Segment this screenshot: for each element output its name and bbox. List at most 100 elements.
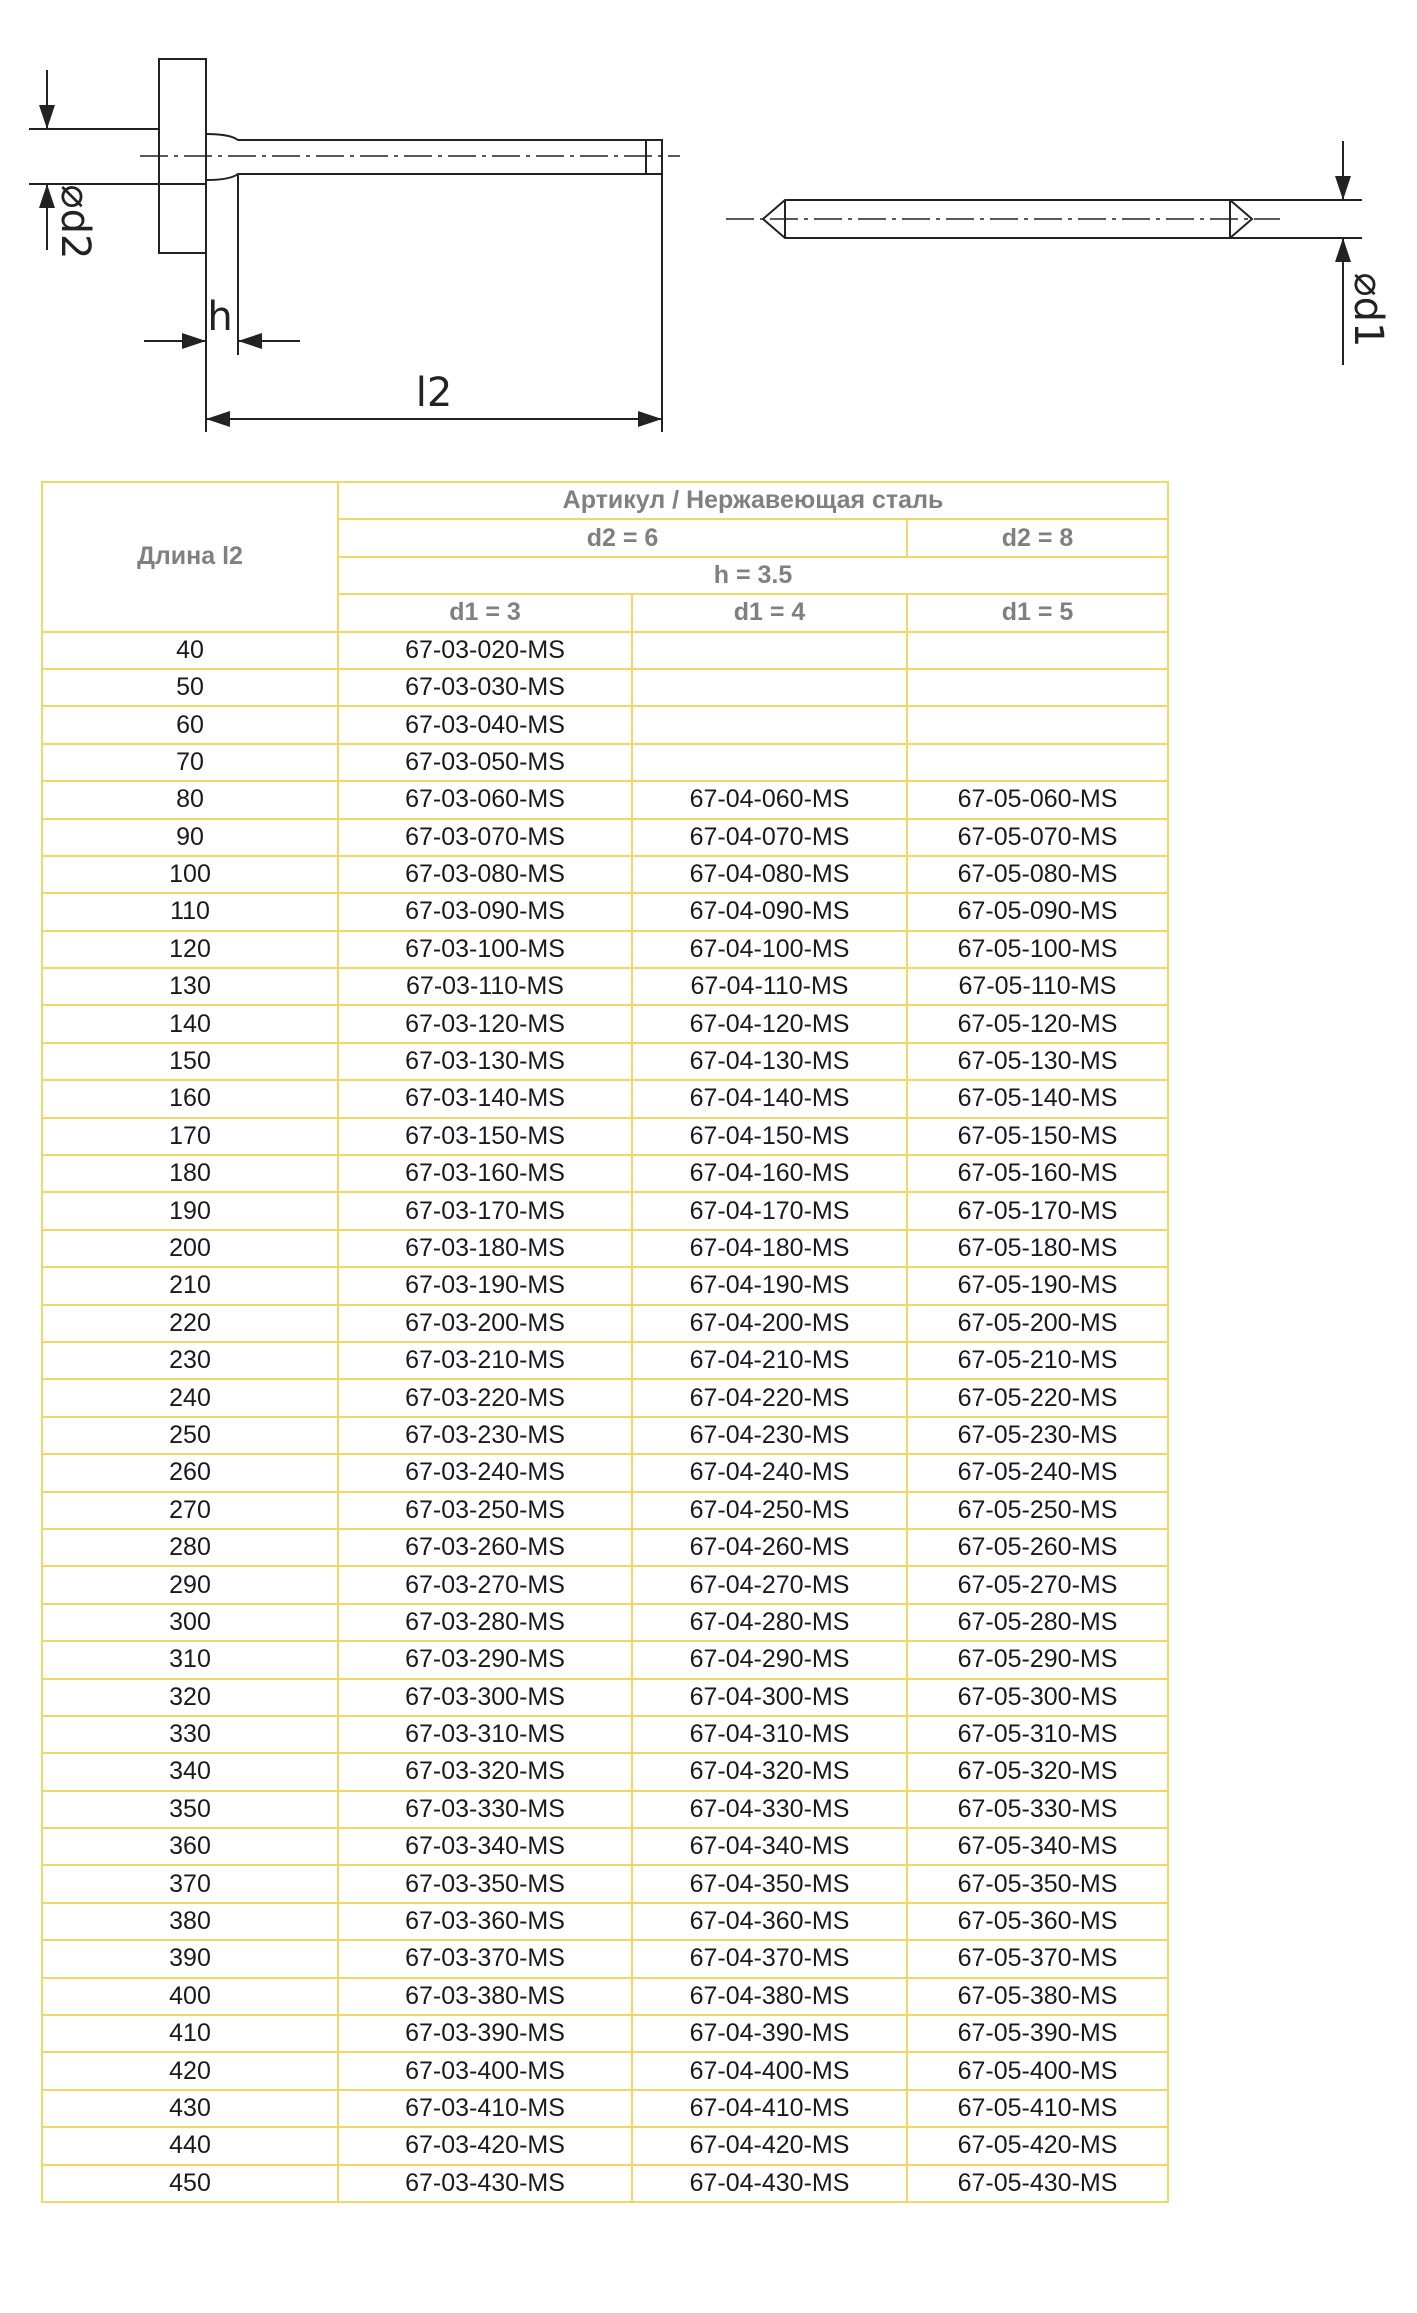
length-cell: 290 — [41, 1565, 339, 1605]
table-row: 450 67-03-430-MS 67-04-430-MS 67-05-430-MS — [41, 2163, 1169, 2203]
article-cell: 67-04-260-MS — [631, 1527, 908, 1568]
article-cell: 67-04-430-MS — [631, 2163, 908, 2203]
article-cell: 67-03-280-MS — [337, 1602, 633, 1643]
article-cell: 67-05-210-MS — [906, 1340, 1169, 1381]
article-cell: 67-04-160-MS — [631, 1154, 908, 1194]
table-row: 330 67-03-310-MS 67-04-310-MS 67-05-310-MS — [41, 1714, 1169, 1755]
article-cell: 67-03-090-MS — [337, 892, 633, 932]
article-cell: 67-05-360-MS — [906, 1901, 1169, 1942]
table-row: 200 67-03-180-MS 67-04-180-MS 67-05-180-MS — [41, 1228, 1169, 1269]
article-cell — [906, 667, 1169, 708]
table-row: 40 67-03-020-MS — [41, 630, 1169, 670]
length-cell: 160 — [41, 1079, 339, 1119]
table-row: 290 67-03-270-MS 67-04-270-MS 67-05-270-MS — [41, 1565, 1169, 1605]
header-cell: Артикул / Нержавеющая сталь — [337, 480, 1169, 521]
article-cell: 67-03-380-MS — [337, 1976, 633, 2017]
article-cell: 67-04-210-MS — [631, 1340, 908, 1381]
table-row: 440 67-03-420-MS 67-04-420-MS 67-05-420-MS — [41, 2126, 1169, 2166]
article-cell: 67-04-150-MS — [631, 1116, 908, 1157]
article-cell — [906, 742, 1169, 783]
length-cell: 280 — [41, 1527, 339, 1568]
length-cell: 270 — [41, 1490, 339, 1530]
table-row: 60 67-03-040-MS — [41, 705, 1169, 745]
length-cell: 230 — [41, 1340, 339, 1381]
article-cell: 67-04-200-MS — [631, 1303, 908, 1343]
table-row: 430 67-03-410-MS 67-04-410-MS 67-05-410-MS — [41, 2088, 1169, 2129]
article-cell: 67-05-110-MS — [906, 967, 1169, 1007]
header-cell: d2 = 6 — [337, 518, 908, 558]
length-cell: 110 — [41, 892, 339, 932]
article-cell: 67-04-300-MS — [631, 1677, 908, 1717]
length-cell: 350 — [41, 1789, 339, 1830]
article-cell: 67-03-200-MS — [337, 1303, 633, 1343]
article-cell: 67-03-170-MS — [337, 1191, 633, 1231]
article-cell: 67-05-410-MS — [906, 2088, 1169, 2129]
length-cell: 150 — [41, 1041, 339, 1082]
length-cell: 120 — [41, 929, 339, 970]
article-cell: 67-04-390-MS — [631, 2014, 908, 2054]
header-cell: d1 = 5 — [906, 593, 1169, 633]
table-row: 160 67-03-140-MS 67-04-140-MS 67-05-140-MS — [41, 1079, 1169, 1119]
article-cell: 67-03-140-MS — [337, 1079, 633, 1119]
length-cell: 240 — [41, 1378, 339, 1418]
article-cell — [906, 630, 1169, 670]
article-cell: 67-03-020-MS — [337, 630, 633, 670]
article-cell: 67-05-070-MS — [906, 817, 1169, 857]
article-cell: 67-04-220-MS — [631, 1378, 908, 1418]
article-cell: 67-04-130-MS — [631, 1041, 908, 1082]
length-cell: 310 — [41, 1640, 339, 1680]
article-cell: 67-03-130-MS — [337, 1041, 633, 1082]
length-cell: 300 — [41, 1602, 339, 1643]
length-cell: 250 — [41, 1415, 339, 1456]
table-row: 70 67-03-050-MS — [41, 742, 1169, 783]
table-row: 120 67-03-100-MS 67-04-100-MS 67-05-100-MS — [41, 929, 1169, 970]
article-cell: 67-03-340-MS — [337, 1827, 633, 1867]
dimension-label: h — [207, 294, 232, 340]
article-cell: 67-03-370-MS — [337, 1939, 633, 1979]
article-cell — [631, 667, 908, 708]
article-cell: 67-03-190-MS — [337, 1266, 633, 1306]
article-table: Длина l2 Артикул / Нержавеющая сталь d2 … — [41, 480, 1169, 2203]
article-cell: 67-04-340-MS — [631, 1827, 908, 1867]
article-cell: 67-04-270-MS — [631, 1565, 908, 1605]
article-cell: 67-03-030-MS — [337, 667, 633, 708]
article-cell: 67-04-230-MS — [631, 1415, 908, 1456]
article-cell: 67-03-400-MS — [337, 2051, 633, 2091]
length-cell: 60 — [41, 705, 339, 745]
article-cell: 67-03-330-MS — [337, 1789, 633, 1830]
article-cell: 67-03-270-MS — [337, 1565, 633, 1605]
article-cell: 67-04-290-MS — [631, 1640, 908, 1680]
article-cell: 67-05-230-MS — [906, 1415, 1169, 1456]
length-cell: 400 — [41, 1976, 339, 2017]
article-cell: 67-04-310-MS — [631, 1714, 908, 1755]
article-cell: 67-04-320-MS — [631, 1752, 908, 1792]
article-cell: 67-05-100-MS — [906, 929, 1169, 970]
article-cell: 67-03-290-MS — [337, 1640, 633, 1680]
header-cell: Длина l2 — [41, 481, 339, 633]
table-row: 340 67-03-320-MS 67-04-320-MS 67-05-320-MS — [41, 1752, 1169, 1792]
article-cell: 67-05-260-MS — [906, 1527, 1169, 1568]
article-cell: 67-03-120-MS — [337, 1004, 633, 1044]
length-cell: 130 — [41, 967, 339, 1007]
article-cell: 67-04-350-MS — [631, 1864, 908, 1904]
pin-shaft — [205, 133, 663, 181]
article-cell: 67-05-180-MS — [906, 1228, 1169, 1269]
table-row: 420 67-03-400-MS 67-04-400-MS 67-05-400-MS — [41, 2051, 1169, 2091]
article-cell: 67-05-300-MS — [906, 1677, 1169, 1717]
article-cell: 67-05-170-MS — [906, 1191, 1169, 1231]
article-cell: 67-03-220-MS — [337, 1378, 633, 1418]
article-cell: 67-03-240-MS — [337, 1453, 633, 1493]
article-cell: 67-03-050-MS — [337, 742, 633, 783]
table-row: 280 67-03-260-MS 67-04-260-MS 67-05-260-MS — [41, 1527, 1169, 1568]
article-cell: 67-03-210-MS — [337, 1340, 633, 1381]
article-cell: 67-03-260-MS — [337, 1527, 633, 1568]
article-cell: 67-05-090-MS — [906, 892, 1169, 932]
article-cell: 67-03-250-MS — [337, 1490, 633, 1530]
article-cell: 67-05-330-MS — [906, 1789, 1169, 1830]
table-row: 100 67-03-080-MS 67-04-080-MS 67-05-080-MS — [41, 854, 1169, 895]
length-cell: 50 — [41, 667, 339, 708]
article-cell: 67-03-360-MS — [337, 1901, 633, 1942]
length-cell: 210 — [41, 1266, 339, 1306]
article-cell: 67-03-180-MS — [337, 1228, 633, 1269]
article-cell: 67-05-270-MS — [906, 1565, 1169, 1605]
